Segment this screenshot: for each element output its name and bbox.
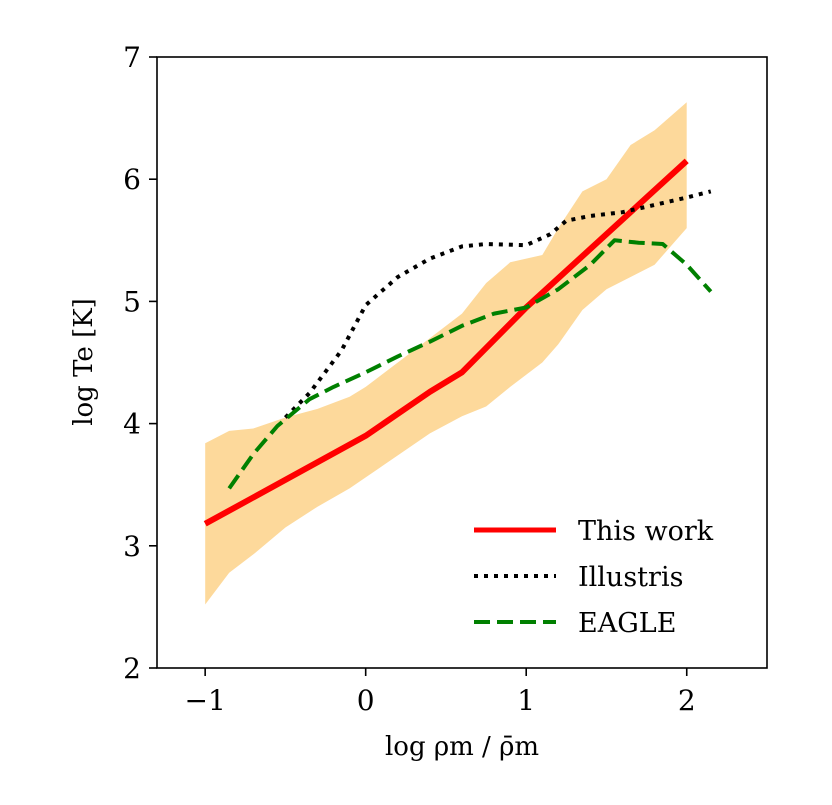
plot-frame <box>156 56 768 669</box>
x-tick-label: 0 <box>357 684 375 717</box>
x-tick-label: 1 <box>517 684 535 717</box>
y-tick-label: 6 <box>123 163 141 196</box>
this-work-scatter-band <box>205 102 687 605</box>
x-tick-label: −1 <box>185 684 226 717</box>
series-line-this-work <box>203 158 689 527</box>
series-line-eagle <box>227 238 713 490</box>
x-axis-label: log ρm / ρ̄m <box>385 732 539 762</box>
series-layer <box>203 158 713 527</box>
series-line-illustris <box>283 189 712 419</box>
y-tick-label: 7 <box>123 41 141 74</box>
y-tick-label: 3 <box>123 530 141 563</box>
y-tick-label: 2 <box>123 652 141 685</box>
y-axis-label: log Te [K] <box>69 298 99 426</box>
y-tick-label: 5 <box>123 285 141 318</box>
legend-label-illustris: Illustris <box>578 562 683 593</box>
x-axis-ticks: −1 0 1 2 <box>185 668 696 717</box>
legend-label-eagle: EAGLE <box>578 608 676 639</box>
y-tick-label: 4 <box>123 408 141 441</box>
legend: This work Illustris EAGLE <box>474 516 714 639</box>
legend-label-this-work: This work <box>578 516 714 547</box>
x-tick-label: 2 <box>678 684 696 717</box>
y-axis-ticks: 2 3 4 5 6 7 <box>123 41 157 685</box>
